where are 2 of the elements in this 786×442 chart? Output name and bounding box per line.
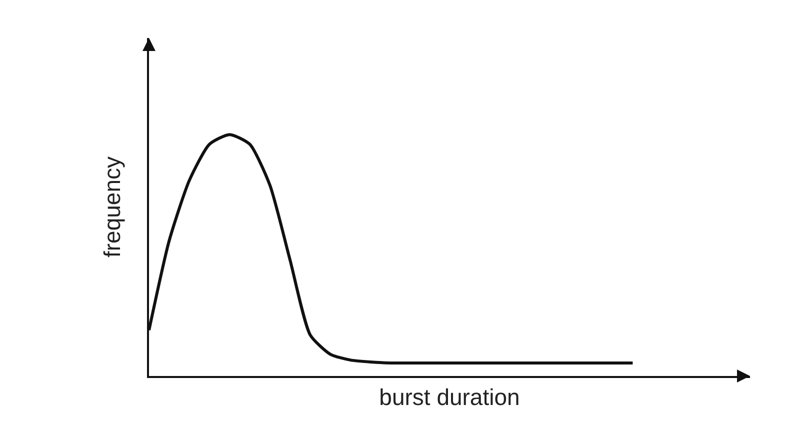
x-axis-title: burst duration (379, 384, 520, 410)
y-axis-title: frequency (98, 156, 125, 258)
